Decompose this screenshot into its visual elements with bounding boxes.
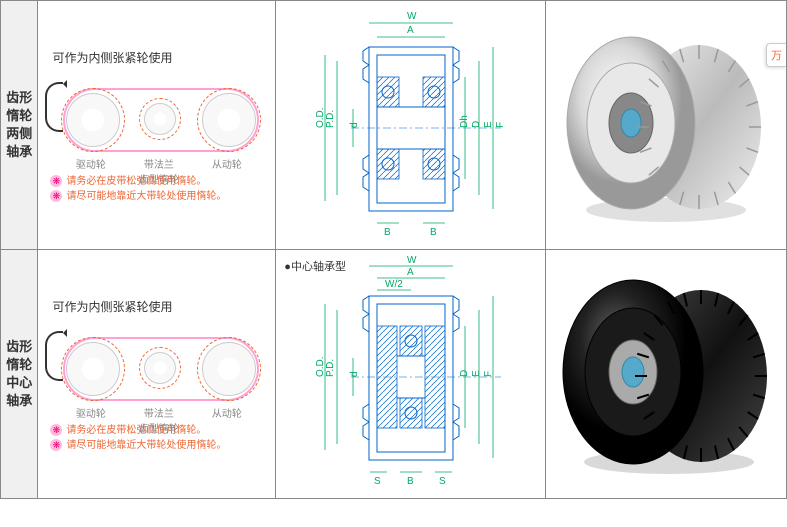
svg-text:W: W — [407, 11, 417, 22]
drive-gear — [61, 337, 125, 401]
photo-cell — [546, 250, 787, 499]
gear-label: 从动轮 — [197, 156, 257, 171]
product-row: 齿形惰轮两侧轴承可作为内侧张紧轮使用 驱动轮带法兰齿型惰轮从动轮请务必在皮带松弛… — [1, 1, 787, 250]
svg-text:F: F — [483, 371, 494, 377]
svg-text:A: A — [407, 267, 414, 278]
label-char: 两侧 — [3, 125, 35, 143]
technical-drawing-cell: ●中心轴承型 W A W/2 P.D.O.D. d DEF S B S — [276, 250, 546, 499]
label-char: 轴承 — [3, 143, 35, 161]
product-table: 齿形惰轮两侧轴承可作为内侧张紧轮使用 驱动轮带法兰齿型惰轮从动轮请务必在皮带松弛… — [0, 0, 787, 499]
svg-text:B: B — [384, 227, 391, 238]
gear-label: 驱动轮 — [61, 405, 121, 420]
gear-label: 带法兰齿型惰轮 — [129, 156, 189, 186]
row-label: 齿形惰轮两侧轴承 — [1, 1, 38, 250]
svg-text:W: W — [407, 255, 417, 266]
svg-text:W/2: W/2 — [385, 279, 403, 290]
label-char: 轴承 — [3, 392, 35, 410]
drive-gear — [61, 88, 125, 152]
label-char: 惰轮 — [3, 356, 35, 374]
usage-diagram-cell: 可作为内侧张紧轮使用 驱动轮带法兰齿型惰轮从动轮请务必在皮带松弛侧使用惰轮。请尽… — [38, 1, 276, 250]
product-photo — [551, 15, 781, 235]
photo-cell: 万 — [546, 1, 787, 250]
svg-text:S: S — [374, 476, 381, 487]
diagram-title: 可作为内侧张紧轮使用 — [52, 49, 269, 66]
idler-gear — [139, 98, 181, 140]
rotation-arrow — [45, 331, 63, 381]
usage-diagram-cell: 可作为内侧张紧轮使用 驱动轮带法兰齿型惰轮从动轮请务必在皮带松弛侧使用惰轮。请尽… — [38, 250, 276, 499]
label-char: 齿形 — [3, 338, 35, 356]
svg-text:P.D.: P.D. — [325, 359, 336, 377]
row-label: 齿形惰轮中心轴承 — [1, 250, 38, 499]
driven-gear — [197, 337, 261, 401]
svg-text:Dh: Dh — [459, 115, 470, 128]
label-char: 齿形 — [3, 89, 35, 107]
svg-text:P.D.: P.D. — [325, 110, 336, 128]
svg-text:A: A — [407, 25, 414, 36]
svg-text:O.D.: O.D. — [315, 356, 326, 377]
technical-drawing-cell: W A P.D.O.D. d DhDEF B B — [276, 1, 546, 250]
product-row: 齿形惰轮中心轴承可作为内侧张紧轮使用 驱动轮带法兰齿型惰轮从动轮请务必在皮带松弛… — [1, 250, 787, 499]
svg-text:E: E — [483, 121, 494, 128]
label-char: 惰轮 — [3, 107, 35, 125]
product-photo — [551, 264, 781, 484]
svg-text:B: B — [407, 476, 414, 487]
svg-text:S: S — [439, 476, 446, 487]
svg-text:D: D — [471, 121, 482, 128]
idler-gear — [139, 347, 181, 389]
side-button[interactable]: 万 — [766, 43, 786, 67]
svg-text:d: d — [349, 122, 360, 128]
gear-label: 带法兰齿型惰轮 — [129, 405, 189, 435]
technical-drawing: W A P.D.O.D. d DhDEF B B — [281, 5, 541, 245]
driven-gear — [197, 88, 261, 152]
usage-note: 请尽可能地靠近大带轮处使用惰轮。 — [50, 438, 269, 453]
label-char: 中心 — [3, 374, 35, 392]
diagram-title: 可作为内侧张紧轮使用 — [52, 298, 269, 315]
rotation-arrow — [45, 82, 63, 132]
svg-text:F: F — [495, 122, 506, 128]
tech-title: ●中心轴承型 — [284, 258, 346, 274]
technical-drawing: W A W/2 P.D.O.D. d DEF S B S — [281, 254, 541, 494]
svg-text:E: E — [471, 370, 482, 377]
svg-text:d: d — [349, 371, 360, 377]
usage-note: 请尽可能地靠近大带轮处使用惰轮。 — [50, 189, 269, 204]
gear-label: 从动轮 — [197, 405, 257, 420]
svg-text:O.D.: O.D. — [315, 107, 326, 128]
svg-text:D: D — [459, 370, 470, 377]
svg-text:B: B — [430, 227, 437, 238]
gear-label: 驱动轮 — [61, 156, 121, 171]
